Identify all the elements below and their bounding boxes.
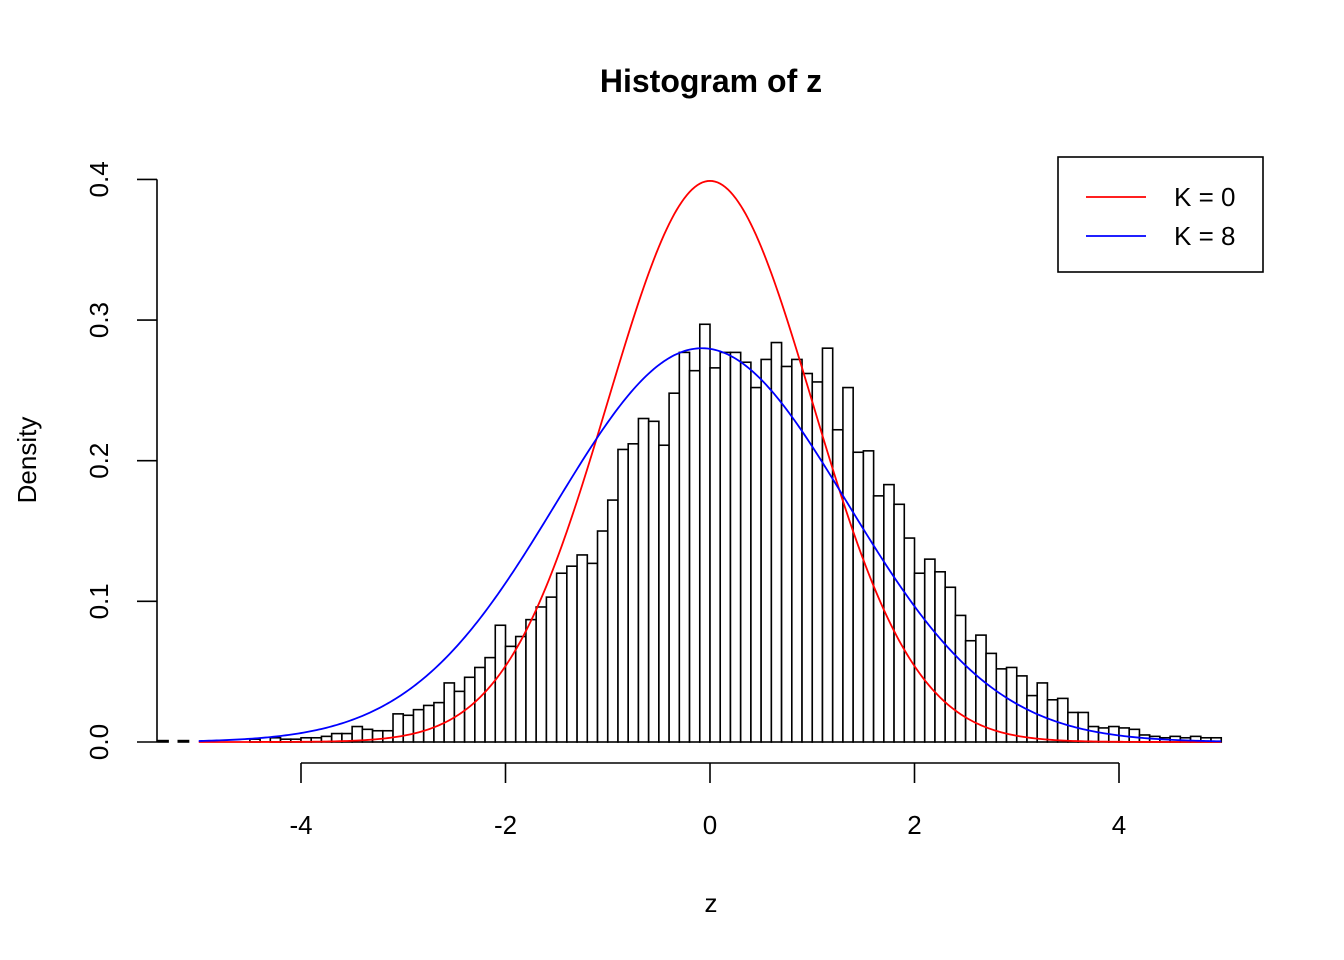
histogram-bar <box>903 537 916 743</box>
histogram-bar <box>637 417 650 743</box>
histogram-bar <box>780 365 793 743</box>
histogram-bar <box>678 351 691 743</box>
histogram-bar <box>1087 725 1100 743</box>
histogram-bar <box>668 392 681 743</box>
histogram-bar <box>862 450 875 743</box>
histogram-bar <box>852 451 865 743</box>
histogram-bar <box>954 614 967 743</box>
histogram-bar <box>422 704 435 743</box>
histogram-bar <box>1077 711 1090 743</box>
histogram-bar <box>709 367 722 743</box>
histogram-bar <box>566 565 578 743</box>
histogram-bar <box>923 558 936 743</box>
x-tick-label: 0 <box>703 810 717 840</box>
histogram-bar <box>1005 666 1018 743</box>
y-tick-label: 0.1 <box>84 583 114 619</box>
y-tick-label: 0.4 <box>84 161 114 197</box>
histogram-bar <box>760 358 773 743</box>
histogram-bar <box>545 596 558 743</box>
histogram-bar <box>964 639 977 743</box>
histogram-bar <box>1056 697 1069 743</box>
y-tick-label: 0.3 <box>84 302 114 338</box>
histogram-bar <box>586 562 599 743</box>
histogram-bars <box>157 323 1223 743</box>
histogram-bar <box>821 347 834 743</box>
x-tick-label: 4 <box>1112 810 1126 840</box>
histogram-bar <box>729 351 742 743</box>
legend-box <box>1057 156 1264 273</box>
x-tick-label: -4 <box>289 810 312 840</box>
histogram-bar <box>842 386 854 743</box>
histogram-bar <box>913 572 926 743</box>
histogram-bar <box>944 586 957 743</box>
histogram-bar <box>790 358 803 743</box>
histogram-bar <box>934 571 946 743</box>
histogram-bar <box>535 606 548 743</box>
density-curves <box>198 179 1222 743</box>
legend-label-k0: K = 0 <box>1174 182 1235 212</box>
legend-label-k8: K = 8 <box>1174 221 1235 251</box>
histogram-bar <box>1128 728 1141 743</box>
histogram-bar <box>443 682 456 743</box>
histogram-bar <box>525 618 537 743</box>
histogram-bar <box>433 701 445 743</box>
x-axis: -4 -2 0 2 4 <box>289 762 1126 840</box>
histogram-bar <box>504 645 517 743</box>
histogram-bar <box>576 554 589 743</box>
histogram-bar <box>719 351 732 743</box>
x-tick-label: 2 <box>907 810 921 840</box>
histogram-bar <box>872 495 885 743</box>
density-curve-0 <box>198 179 1222 743</box>
chart-title: Histogram of z <box>600 63 822 99</box>
y-tick-label: 0.2 <box>84 443 114 479</box>
histogram-bar <box>750 386 762 743</box>
histogram-bar <box>1097 727 1110 743</box>
histogram-bar <box>596 530 609 743</box>
histogram-bar <box>177 739 190 743</box>
y-tick-label: 0.0 <box>84 724 114 760</box>
y-axis-label: Density <box>12 417 42 504</box>
histogram-bar <box>1026 694 1038 743</box>
histogram-bar <box>402 714 415 743</box>
histogram-bar <box>688 369 701 743</box>
histogram-bar <box>474 666 486 743</box>
histogram-bar <box>647 420 660 743</box>
histogram-bar <box>484 656 497 743</box>
histogram-bar <box>555 572 568 743</box>
y-axis: 0.0 0.1 0.2 0.3 0.4 <box>84 161 158 760</box>
histogram-bar <box>606 499 619 743</box>
histogram-bar <box>698 323 711 743</box>
histogram-bar <box>811 381 824 743</box>
histogram-bar <box>412 708 425 743</box>
histogram-bar <box>801 372 814 743</box>
histogram-bar <box>627 443 640 743</box>
histogram-bar <box>514 635 527 743</box>
histogram-bar <box>658 444 670 743</box>
histogram-bar <box>494 624 507 743</box>
histogram-bar <box>617 448 629 743</box>
x-axis-label: z <box>705 888 718 918</box>
x-tick-label: -2 <box>494 810 517 840</box>
histogram-bar <box>157 739 169 743</box>
histogram-bar <box>739 361 752 743</box>
histogram-bar <box>381 729 394 743</box>
density-curve-1 <box>198 347 1222 743</box>
legend: K = 0 K = 8 <box>1057 156 1264 273</box>
histogram-bar <box>893 503 906 743</box>
histogram-bar <box>1036 682 1049 743</box>
